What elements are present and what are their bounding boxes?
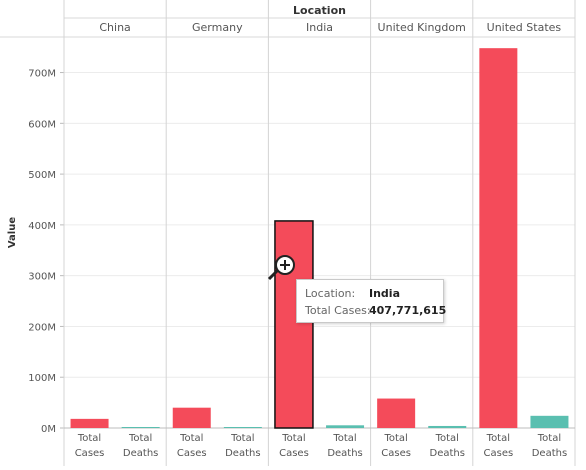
x-category-label: Total (486, 433, 510, 444)
tooltip-location-label: Location: (305, 287, 356, 300)
x-category-label: Total (332, 433, 356, 444)
x-category-label: Total (230, 433, 254, 444)
x-category-label: Deaths (123, 448, 158, 459)
y-tick-label: 100M (28, 373, 56, 384)
x-category-label: Deaths (430, 448, 465, 459)
x-category-label: Total (435, 433, 459, 444)
bar (377, 398, 416, 428)
location-header: United States (487, 21, 562, 34)
bar (326, 425, 365, 428)
x-category-label: Total (77, 433, 101, 444)
y-axis-label: Value (7, 217, 18, 248)
x-category-label: Cases (75, 448, 105, 459)
y-tick-label: 300M (28, 272, 56, 283)
zoom-in-cursor-icon (266, 253, 298, 285)
x-category-label: Total (383, 433, 407, 444)
x-category-label: Deaths (532, 448, 567, 459)
bar (172, 407, 211, 428)
bar (530, 415, 569, 428)
location-header: India (306, 21, 333, 34)
bar (223, 427, 262, 428)
bar-highlighted (274, 220, 314, 429)
location-header: Germany (192, 21, 243, 34)
tooltip-measure-value: 407,771,615 (369, 304, 447, 317)
bar (479, 48, 518, 429)
x-category-label: Cases (177, 448, 207, 459)
y-tick-label: 0M (41, 424, 56, 435)
x-category-label: Cases (279, 448, 309, 459)
y-tick-label: 600M (28, 119, 56, 130)
x-category-label: Total (537, 433, 561, 444)
x-category-label: Deaths (327, 448, 362, 459)
bar (121, 427, 160, 428)
y-tick-label: 700M (28, 69, 56, 80)
tooltip: Location: India Total Cases:407,771,615 (296, 279, 447, 323)
bar (428, 425, 467, 428)
tooltip-measure-label: Total Cases: (305, 304, 371, 317)
x-category-label: Total (281, 433, 305, 444)
y-tick-label: 200M (28, 322, 56, 333)
x-category-label: Cases (381, 448, 411, 459)
x-category-label: Total (128, 433, 152, 444)
x-category-label: Cases (484, 448, 514, 459)
x-category-label: Deaths (225, 448, 260, 459)
y-tick-label: 400M (28, 221, 56, 232)
y-tick-label: 500M (28, 170, 56, 181)
bar (70, 418, 109, 428)
tooltip-location-value: India (369, 287, 400, 300)
location-header: China (99, 21, 130, 34)
x-category-label: Total (179, 433, 203, 444)
location-header: United Kingdom (378, 21, 466, 34)
column-header-title: Location (293, 4, 346, 17)
